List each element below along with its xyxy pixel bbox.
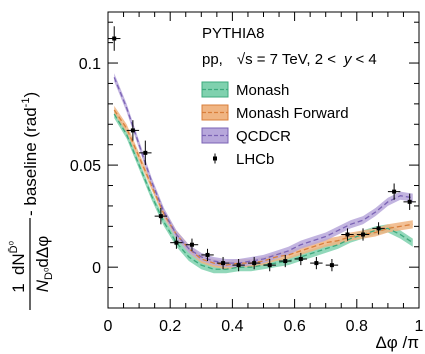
band-qcdcr [114, 73, 413, 268]
axis-ticks [107, 12, 420, 309]
y-axis-title-numer-d: dND̄⁰ [7, 240, 28, 275]
lhcb-point [325, 259, 339, 272]
y-axis-title: 1 dND̄⁰ ND⁰dΔφ - baseline (rad-1) [7, 92, 55, 310]
lhcb-point [356, 228, 370, 241]
lhcb-marker [252, 261, 257, 266]
lhcb-point [387, 183, 401, 200]
y-denom: N [33, 279, 52, 292]
lhcb-point [232, 259, 245, 272]
lhcb-point [263, 259, 276, 272]
lhcb-point [139, 140, 152, 166]
x-tick-label: 0.2 [159, 318, 181, 335]
lhcb-marker [361, 232, 366, 237]
x-tick-label: 0.4 [221, 318, 243, 335]
y-suffix: - baseline (rad [21, 107, 40, 216]
lhcb-marker [130, 128, 135, 133]
lhcb-marker [376, 226, 381, 231]
lhcb-point [185, 238, 199, 251]
y-numer-d: dN [9, 253, 28, 275]
lhcb-point [201, 248, 214, 262]
x-tick-label: 0.6 [283, 318, 305, 335]
legend-label-lhcb: LHCb [236, 151, 274, 168]
x-tick-label: 0 [104, 318, 113, 335]
lhcb-point [154, 207, 168, 225]
y-suffix-sup: -1 [20, 98, 32, 108]
annotation-collision: pp, √s = 7 TeV, 2 < y < 4 [202, 51, 377, 68]
tick-labels: 0 0.2 0.4 0.6 0.8 1 0 0.05 0.1 [70, 56, 424, 335]
lhcb-marker [158, 214, 163, 219]
lhcb-marker [345, 232, 350, 237]
lhcb-point [294, 252, 308, 266]
lhcb-marker [267, 263, 272, 268]
lhcb-marker [205, 252, 210, 257]
annotation-generator: PYTHIA8 [202, 25, 265, 42]
legend-label-monash: Monash [236, 82, 289, 99]
lhcb-marker [174, 240, 179, 245]
annotation-system: pp, [202, 51, 223, 68]
lhcb-point [372, 222, 385, 235]
legend-label-qcdcr: QCDCR [236, 128, 291, 145]
lhcb-marker [112, 36, 117, 41]
x-axis-title: Δφ /π [375, 333, 419, 352]
annotation-y: y [343, 51, 353, 68]
legend-marker-lhcb [213, 156, 217, 161]
lhcb-marker [329, 263, 334, 268]
lhcb-point [279, 254, 292, 268]
lhcb-point [310, 256, 323, 270]
lhcb-marker [283, 259, 288, 264]
y-tick-label: 0.1 [79, 56, 101, 73]
lhcb-marker [314, 261, 319, 266]
annotation-ycut: < 4 [356, 51, 377, 68]
y-denom-post: dΔφ [33, 236, 52, 268]
lhcb-point [247, 256, 261, 270]
lhcb-marker [236, 263, 241, 268]
lhcb-marker [407, 199, 412, 204]
y-axis-title-denom: ND⁰dΔφ [33, 236, 55, 292]
lhcb-point [126, 120, 140, 141]
y-denom-sub: D⁰ [43, 267, 55, 280]
line-monash-forward [113, 109, 413, 266]
y-numer-sup: D̄⁰ [7, 240, 20, 253]
lhcb-points [108, 26, 416, 272]
lhcb-point [341, 228, 354, 241]
lhcb-point [108, 26, 121, 51]
y-tick-label: 0 [92, 260, 101, 277]
x-tick-label: 0.8 [346, 318, 368, 335]
lhcb-point [216, 256, 230, 270]
legend: Monash Monash Forward QCDCR LHCb [201, 81, 349, 168]
lhcb-point [170, 236, 183, 249]
lhcb-point [403, 193, 416, 211]
x-tick-label: 1 [415, 318, 424, 335]
model-bands [114, 73, 413, 274]
y-axis-title-fraction-numer-pre: 1 [9, 283, 28, 292]
annotation-sqrt: √s = 7 TeV, 2 < [237, 51, 336, 68]
lhcb-marker [221, 261, 226, 266]
lhcb-marker [298, 257, 303, 262]
lhcb-marker [189, 242, 194, 247]
y-axis-title-suffix: - baseline (rad-1) [20, 92, 40, 216]
lhcb-marker [392, 189, 397, 194]
line-qcdcr [113, 77, 413, 264]
legend-label-monash-forward: Monash Forward [236, 105, 349, 122]
lhcb-marker [143, 150, 148, 155]
y-suffix-end: ) [21, 92, 40, 98]
y-tick-label: 0.05 [70, 158, 101, 175]
